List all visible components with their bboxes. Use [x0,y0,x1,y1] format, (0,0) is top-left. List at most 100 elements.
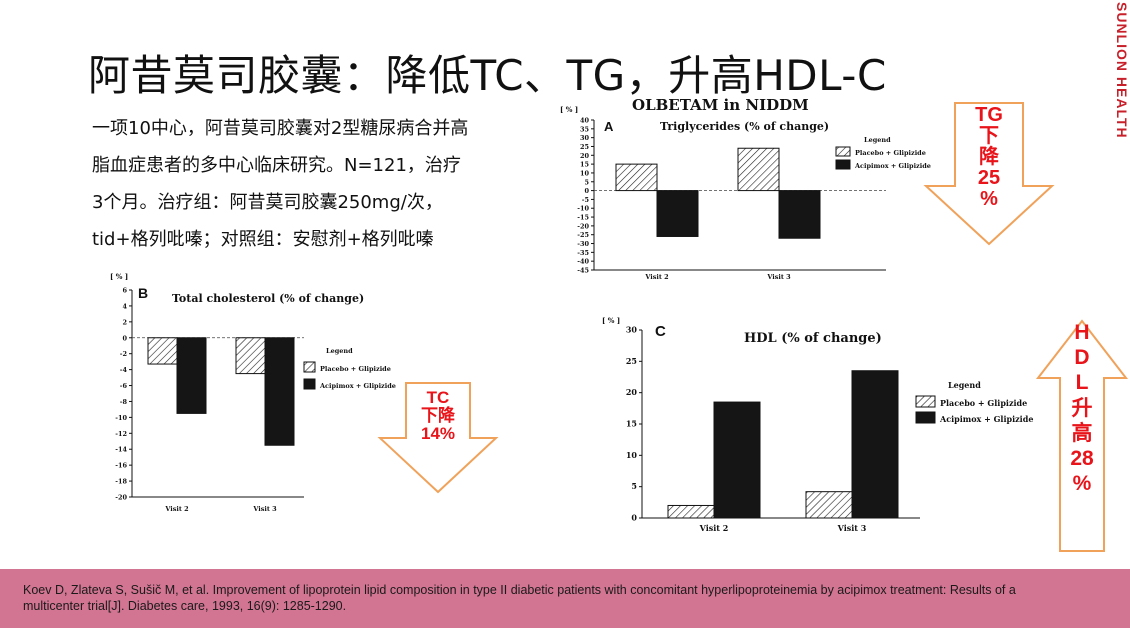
chart-legend-entry: Placebo + Glipizide [320,365,391,373]
chart-bar [713,401,761,519]
tg-callout-unit: % [980,188,998,210]
chart-y-tick-label: 25 [580,143,590,151]
chart-bar [667,504,715,519]
chart-x-tick-label: Visit 3 [766,273,791,281]
chart-y-tick-label: 0 [122,334,127,342]
chart-bar [264,337,295,446]
chart-unit-label: [ % ] [602,316,620,325]
chart-y-tick-label: 40 [580,117,590,125]
chart-hdl: [ % ] C HDL (% of change) 30 25 20 15 10 5 0 Visit… [598,312,1048,540]
chart-x-tick-label: Visit 3 [252,505,277,513]
chart-bar [737,147,780,192]
chart-y-tick-label: 30 [626,325,638,335]
chart-unit-label: [ % ] [560,105,578,114]
chart-unit-label: [ % ] [110,272,128,281]
hdl-callout-letter: D [1074,346,1090,370]
chart-y-tick-label: 15 [626,419,637,429]
hdl-callout-value: 28 [1070,446,1094,470]
chart-y-tick-label: 6 [122,287,127,295]
chart-bar [851,370,899,519]
chart-super-title: OLBETAM in NIDDM [632,96,809,114]
chart-legend-title: Legend [864,136,891,144]
chart-legend-swatch [915,395,936,408]
reference-citation: Koev D, Zlateva S, Sušič M, et al. Impro… [23,583,1016,613]
chart-triglycerides: OLBETAM in NIDDM [ % ] A Triglycerides (% o… [556,90,946,285]
chart-y-tick-label: -4 [120,366,128,374]
chart-legend-entry: Acipimox + Glipizide [319,382,396,390]
chart-bar [147,337,178,365]
chart-y-tick-label: -6 [120,382,128,390]
intro-line: 3个月。治疗组：阿昔莫司胶囊250mg/次， [92,192,443,213]
chart-y-tick-label: -10 [115,414,127,422]
chart-legend-entry: Acipimox + Glipizide [939,414,1033,424]
chart-y-tick-label: -12 [115,430,127,438]
chart-y-tick-label: -5 [582,196,590,204]
chart-legend-entry: Placebo + Glipizide [855,149,926,157]
chart-y-tick-label: 5 [631,481,637,491]
chart-x-tick-label: Visit 2 [644,273,668,281]
chart-triglycerides-svg: OLBETAM in NIDDM [ % ] A Triglycerides (% o… [560,96,931,281]
chart-y-tick-label: 15 [580,161,590,169]
tg-callout-text: 下 [979,125,999,147]
chart-bar [176,337,207,414]
chart-total-cholesterol: [ % ] B Total cholesterol (% of change) 6 4 2… [104,268,400,518]
tc-callout-label: TC [426,388,450,407]
chart-y-tick-label: 5 [584,178,589,186]
chart-y-tick-label: -40 [577,258,589,266]
chart-y-tick-label: 25 [626,356,637,366]
chart-bar [615,163,658,192]
chart-legend-swatch [835,159,851,170]
hdl-callout-letter: H [1074,321,1090,344]
chart-y-tick-label: -20 [577,222,589,230]
chart-y-tick-label: -18 [115,478,127,486]
hdl-up-arrow-callout: H D L 升 高 28 % [1034,318,1130,554]
slide-title: 阿昔莫司胶囊：降低TC、TG，升高HDL-C [88,51,887,101]
chart-y-tick-label: 4 [122,302,127,310]
tg-callout-value: 25 [977,167,1001,189]
chart-total-cholesterol-svg: [ % ] B Total cholesterol (% of change) 6 4 2… [110,272,396,513]
chart-bar [656,190,699,237]
chart-legend-swatch [915,411,936,424]
chart-legend-swatch [303,378,316,390]
chart-legend-swatch [303,361,316,373]
chart-bar [778,190,821,239]
chart-y-tick-label: 35 [580,125,590,133]
tc-down-arrow-callout: TC 下降 14% [376,380,500,495]
chart-bar [805,491,853,519]
study-description: 一项10中心，阿昔莫司胶囊对2型糖尿病合并高 脂血症患者的多中心临床研究。N=1… [92,110,537,258]
brand-logo-text: SUNLION HEALTH [1114,2,1130,139]
chart-panel-label: B [138,285,148,301]
chart-y-tick-label: -25 [577,231,589,239]
chart-title: HDL (% of change) [744,331,882,346]
intro-line: 脂血症患者的多中心临床研究。N=121，治疗 [92,155,461,176]
down-arrow-icon [923,102,1055,246]
up-arrow-icon [1035,319,1129,552]
chart-y-tick-label: -15 [577,214,589,222]
chart-legend-entry: Acipimox + Glipizide [854,162,931,170]
chart-x-tick-label: Visit 2 [164,505,188,513]
chart-y-tick-label: 10 [626,450,638,460]
chart-y-tick-label: -16 [115,462,127,470]
hdl-callout-letter: L [1075,371,1089,395]
chart-title: Triglycerides (% of change) [660,120,829,133]
chart-y-tick-label: 20 [580,152,590,160]
chart-title: Total cholesterol (% of change) [172,292,364,305]
chart-legend-swatch [835,146,851,157]
intro-line: 一项10中心，阿昔莫司胶囊对2型糖尿病合并高 [92,118,469,139]
chart-y-tick-label: -10 [577,205,589,213]
chart-bar [235,337,266,375]
chart-y-tick-label: -20 [115,494,127,502]
down-arrow-icon [377,382,499,494]
tg-down-arrow-callout: TG 下 降 25 % [922,100,1056,248]
chart-y-tick-label: 30 [580,134,590,142]
chart-y-tick-label: -45 [577,267,589,275]
chart-x-tick-label: Visit 2 [699,523,729,533]
chart-hdl-svg: [ % ] C HDL (% of change) 30 25 20 15 10 5 0 Visit… [602,316,1033,533]
chart-x-tick-label: Visit 3 [837,523,867,533]
chart-y-tick-label: 0 [631,513,637,523]
chart-y-tick-label: 20 [626,387,638,397]
chart-y-tick-label: 0 [584,187,589,195]
reference-footer: Koev D, Zlateva S, Sušič M, et al. Impro… [0,569,1130,628]
chart-legend-title: Legend [948,380,981,390]
hdl-callout-text: 高 [1071,421,1093,445]
